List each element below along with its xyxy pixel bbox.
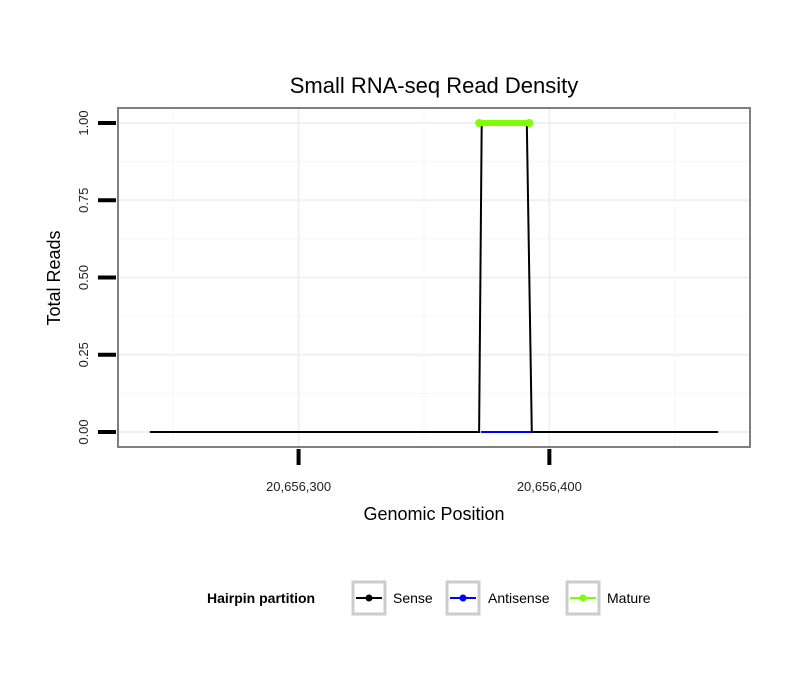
chart-title: Small RNA-seq Read Density <box>290 73 579 98</box>
series-point-mature <box>525 119 534 127</box>
legend-label-mature: Mature <box>607 590 651 606</box>
legend-title: Hairpin partition <box>207 590 315 606</box>
y-tick-label: 1.00 <box>76 110 91 135</box>
series-point-mature <box>475 119 484 127</box>
y-tick-label: 0.00 <box>76 419 91 444</box>
y-tick-label: 0.75 <box>76 188 91 213</box>
legend-label-antisense: Antisense <box>488 590 550 606</box>
x-tick-label: 20,656,400 <box>517 479 582 494</box>
legend-label-sense: Sense <box>393 590 433 606</box>
y-tick-label: 0.50 <box>76 265 91 290</box>
y-tick-label: 0.25 <box>76 342 91 367</box>
legend-key-point <box>459 594 467 602</box>
x-axis-label: Genomic Position <box>363 504 504 524</box>
legend-key-point <box>579 594 587 602</box>
y-axis-label: Total Reads <box>44 230 64 325</box>
x-tick-label: 20,656,300 <box>266 479 331 494</box>
plot-border <box>117 107 751 448</box>
legend-key-point <box>365 594 373 602</box>
